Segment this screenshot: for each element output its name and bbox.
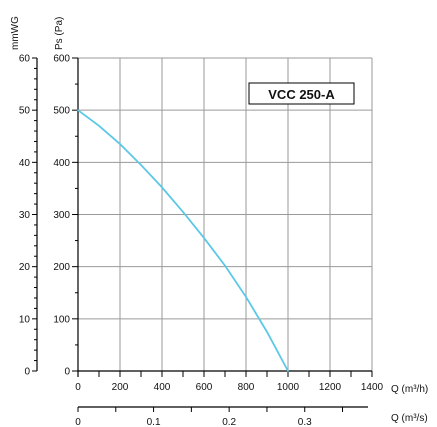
y2-tick-label: 20 [19, 262, 31, 273]
fan-curve-point [224, 264, 226, 267]
x2-tick-label: 0.1 [147, 417, 161, 427]
fan-curve-point [182, 211, 184, 213]
fan-curve-line [77, 109, 289, 372]
x-tick-label: 1400 [361, 382, 384, 393]
x2-tick-label: 0.3 [298, 417, 312, 427]
y-axis-title: Ps (Pa) [54, 17, 65, 50]
x-tick-label: 200 [112, 382, 129, 393]
y2-axis-title: mmWG [10, 16, 21, 50]
grid [78, 57, 373, 371]
fan-curve-point [161, 186, 163, 189]
y2-tick-label: 60 [19, 54, 31, 65]
x-axis-title: Q (m³/h) [391, 384, 428, 395]
y-tick-label: 200 [53, 262, 70, 273]
y2-tick-label: 50 [19, 106, 31, 117]
x-tick-label: 1200 [319, 382, 342, 393]
fan-curve-point [140, 164, 142, 166]
fan-curve-point [203, 237, 205, 239]
x2-tick-label: 0 [75, 417, 81, 427]
y2-tick-label: 30 [19, 210, 31, 221]
y-tick-label: 600 [53, 54, 70, 65]
y2-tick-label: 0 [24, 367, 30, 378]
fan-curve-point [98, 125, 100, 127]
y-tick-label: 500 [53, 106, 70, 117]
fan-curve-point [245, 296, 247, 298]
y2-tick-label: 10 [19, 314, 31, 325]
x2-axis-title: Q (m³/s) [391, 413, 428, 424]
y-tick-label: 300 [53, 210, 70, 221]
fan-curve-point [266, 331, 268, 333]
x-tick-label: 1000 [277, 382, 300, 393]
fan-curve-point [287, 370, 289, 372]
x-tick-label: 0 [75, 382, 81, 393]
x-tick-label: 400 [154, 382, 171, 393]
y-tick-label: 400 [53, 158, 70, 169]
y-tick-label: 100 [53, 314, 70, 325]
x2-tick-label: 0.2 [222, 417, 236, 427]
y2-tick-label: 40 [19, 158, 31, 169]
model-label: VCC 250-A [268, 87, 335, 102]
x-tick-label: 600 [196, 382, 213, 393]
fan-curve-point [119, 143, 121, 145]
model-label-box: VCC 250-A [248, 82, 355, 105]
curve-layer [77, 109, 289, 372]
y-tick-label: 0 [64, 367, 70, 378]
fan-curve-point [77, 109, 79, 111]
x-tick-label: 800 [238, 382, 255, 393]
